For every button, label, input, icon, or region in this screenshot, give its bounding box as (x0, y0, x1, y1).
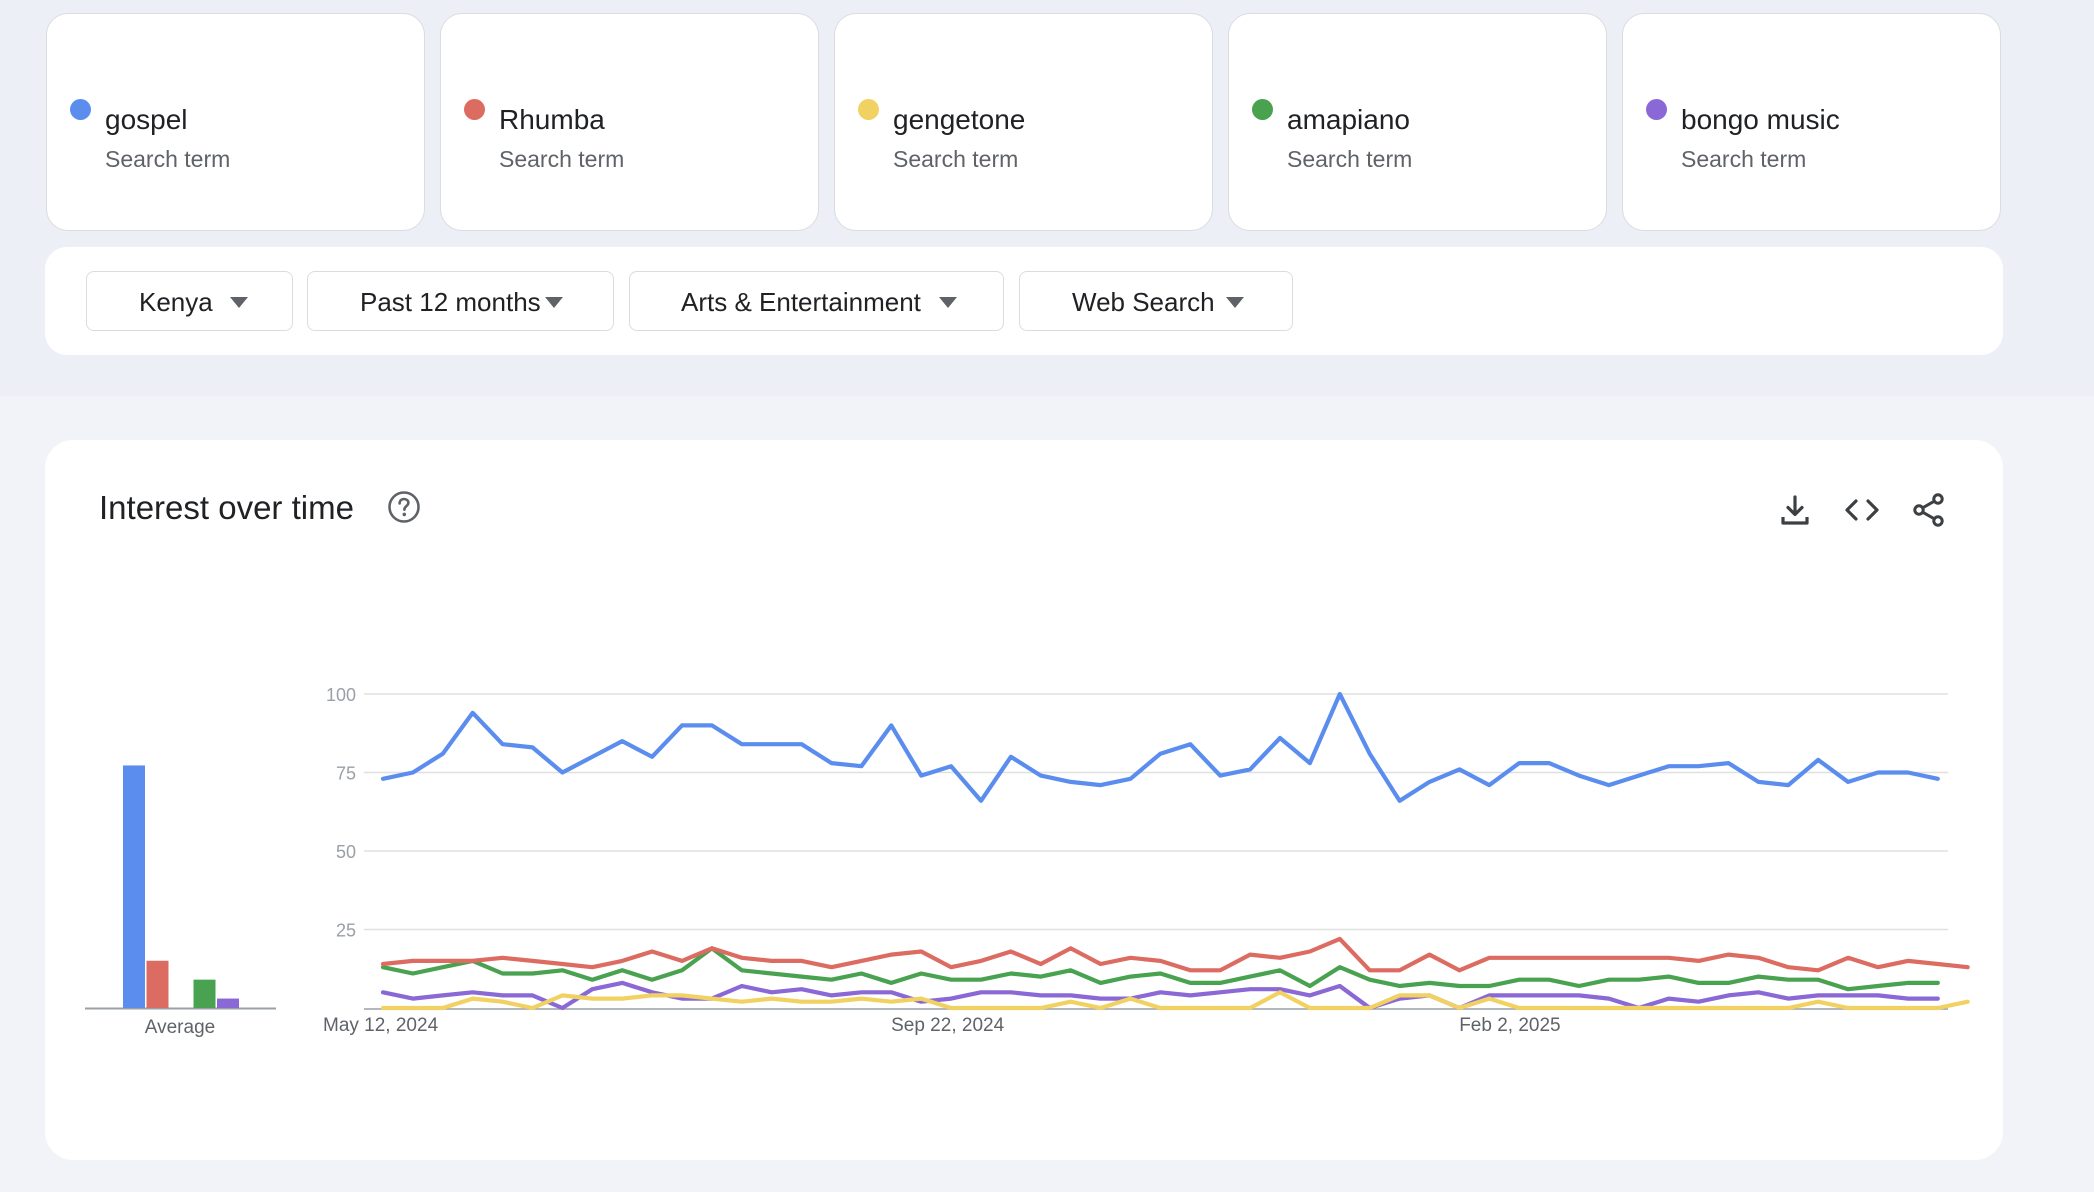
help-icon[interactable] (387, 490, 421, 524)
filter-label: Past 12 months (360, 287, 541, 317)
term-name: bongo music (1681, 104, 1840, 135)
term-type: Search term (105, 146, 231, 172)
filter-label: Arts & Entertainment (681, 287, 921, 317)
term-card-gospel[interactable]: gospel Search term (46, 13, 425, 231)
share-icon[interactable] (1909, 490, 1949, 530)
caret-down-icon (939, 297, 957, 308)
region-filter[interactable]: Kenya (86, 271, 293, 331)
term-name: gengetone (893, 104, 1026, 135)
series-color-dot (858, 99, 879, 120)
category-filter[interactable]: Arts & Entertainment (629, 271, 1004, 331)
caret-down-icon (1226, 297, 1244, 308)
search-type-filter[interactable]: Web Search (1019, 271, 1293, 331)
term-name: amapiano (1287, 104, 1410, 135)
term-name: Rhumba (499, 104, 605, 135)
embed-code-icon[interactable] (1842, 490, 1882, 530)
time-range-filter[interactable]: Past 12 months (307, 271, 614, 331)
series-color-dot (1646, 99, 1667, 120)
term-card-gengetone[interactable]: gengetone Search term (834, 13, 1213, 231)
download-icon[interactable] (1775, 490, 1815, 530)
term-type: Search term (893, 146, 1019, 172)
series-color-dot (464, 99, 485, 120)
term-type: Search term (1287, 146, 1413, 172)
term-name: gospel (105, 104, 188, 135)
series-color-dot (70, 99, 91, 120)
term-card-bongo-music[interactable]: bongo music Search term (1622, 13, 2001, 231)
caret-down-icon (230, 297, 248, 308)
series-color-dot (1252, 99, 1273, 120)
interest-over-time-card: Interest over time (45, 440, 2003, 1160)
filter-label: Kenya (139, 287, 213, 317)
caret-down-icon (545, 297, 563, 308)
term-card-rhumba[interactable]: Rhumba Search term (440, 13, 819, 231)
term-type: Search term (499, 146, 625, 172)
term-card-amapiano[interactable]: amapiano Search term (1228, 13, 1607, 231)
filter-bar: Kenya Past 12 months Arts & Entertainmen… (45, 247, 2003, 355)
term-type: Search term (1681, 146, 1807, 172)
chart-title: Interest over time (99, 489, 354, 526)
filter-label: Web Search (1072, 287, 1215, 317)
